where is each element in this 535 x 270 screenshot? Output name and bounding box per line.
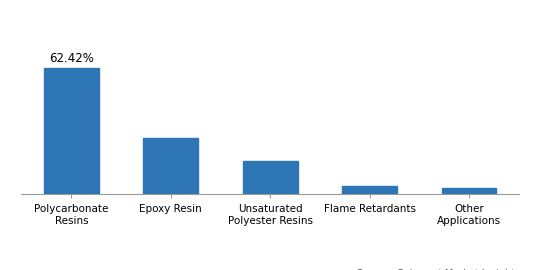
Text: 62.42%: 62.42% [49, 52, 94, 65]
Bar [342, 186, 397, 194]
Bar [243, 161, 297, 194]
Text: Source: Coherent Market Insights: Source: Coherent Market Insights [356, 269, 519, 270]
Bar [44, 68, 98, 194]
Bar [143, 138, 198, 194]
Bar [442, 188, 496, 194]
